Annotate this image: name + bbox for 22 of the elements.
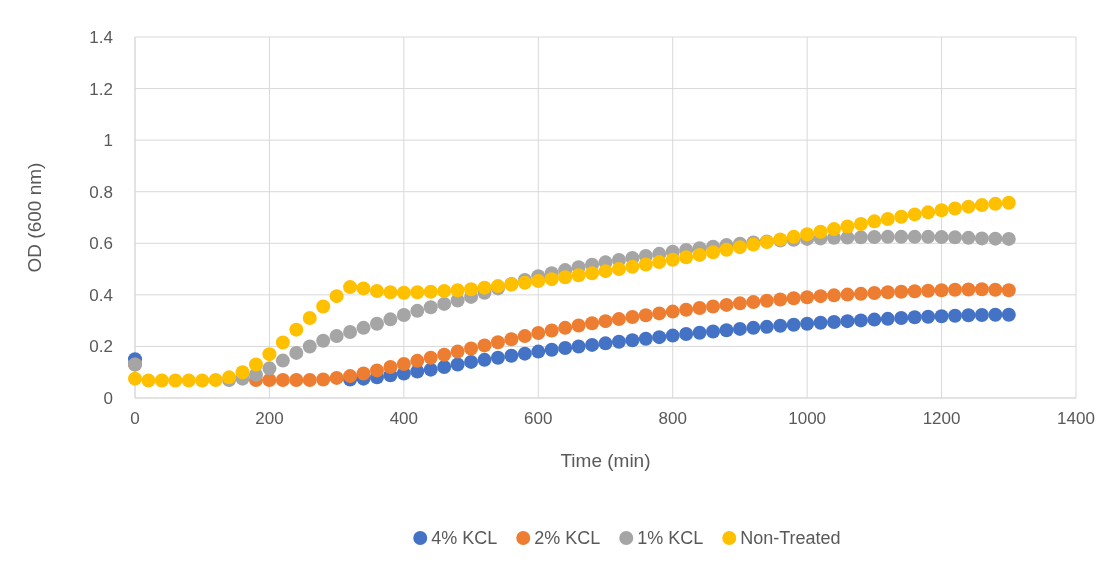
y-tick-label: 0 [103,389,113,408]
y-tick-label: 0.4 [89,285,113,305]
x-tick-label: 1000 [788,409,827,428]
legend-label: 2% KCL [534,528,601,548]
y-tick-label: 0.2 [89,337,113,357]
y-tick-label: 0.8 [89,182,113,202]
y-tick-label: 0.6 [89,234,113,254]
x-tick-label: 1200 [922,409,961,428]
x-tick-label: 1400 [1057,409,1095,428]
y-axis-title: OD (600 nm) [24,162,45,273]
x-tick-label: 200 [255,409,284,428]
y-tick-label: 1 [103,131,113,151]
legend-label: 1% KCL [637,528,704,548]
y-tick-label: 1.2 [89,79,113,99]
legend-label: Non-Treated [740,528,841,548]
legend-label: 4% KCL [431,528,498,548]
x-tick-label: 400 [389,409,419,428]
y-tick-label: 1.4 [89,28,113,47]
x-tick-label: 600 [524,409,553,428]
x-axis-title: Time (min) [560,450,651,471]
x-tick-label: 800 [658,409,687,428]
x-tick-label: 0 [130,409,140,428]
